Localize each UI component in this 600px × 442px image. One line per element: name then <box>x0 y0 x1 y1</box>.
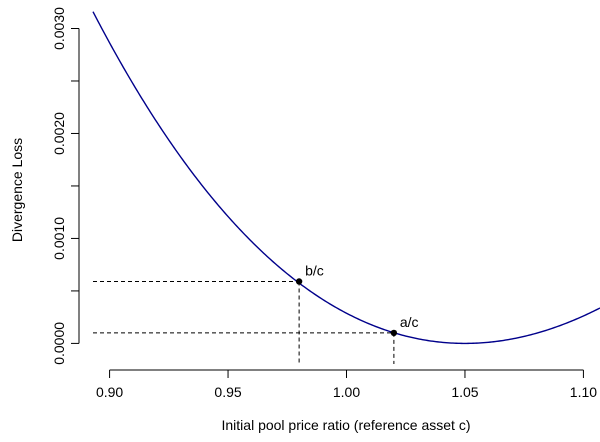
x-tick-label-4: 1.10 <box>570 384 597 400</box>
x-axis: 0.90 0.95 1.00 1.05 1.10 <box>96 369 597 400</box>
x-axis-title: Initial pool price ratio (reference asse… <box>222 417 471 433</box>
data-point-1 <box>390 329 398 337</box>
y-tick-label-4: 0.0020 <box>51 112 67 155</box>
point-label-0: b/c <box>305 262 324 278</box>
x-tick-label-3: 1.05 <box>451 384 478 400</box>
guide-lines <box>93 280 395 364</box>
data-points: b/c a/c <box>295 262 419 337</box>
y-tick-label-0: 0.0000 <box>51 322 67 365</box>
point-label-1: a/c <box>400 314 419 330</box>
y-axis: 0.0000 0.0010 0.0020 0.0030 <box>51 7 80 365</box>
data-point-0 <box>295 278 303 285</box>
x-tick-label-0: 0.90 <box>96 384 123 400</box>
x-tick-label-1: 0.95 <box>214 384 241 400</box>
divergence-loss-curve <box>92 11 600 345</box>
x-tick-label-2: 1.00 <box>333 384 360 400</box>
curve-layer <box>92 11 600 345</box>
y-axis-title: Divergence Loss <box>9 138 25 242</box>
y-tick-label-2: 0.0010 <box>51 217 67 260</box>
y-tick-label-6: 0.0030 <box>51 7 67 50</box>
